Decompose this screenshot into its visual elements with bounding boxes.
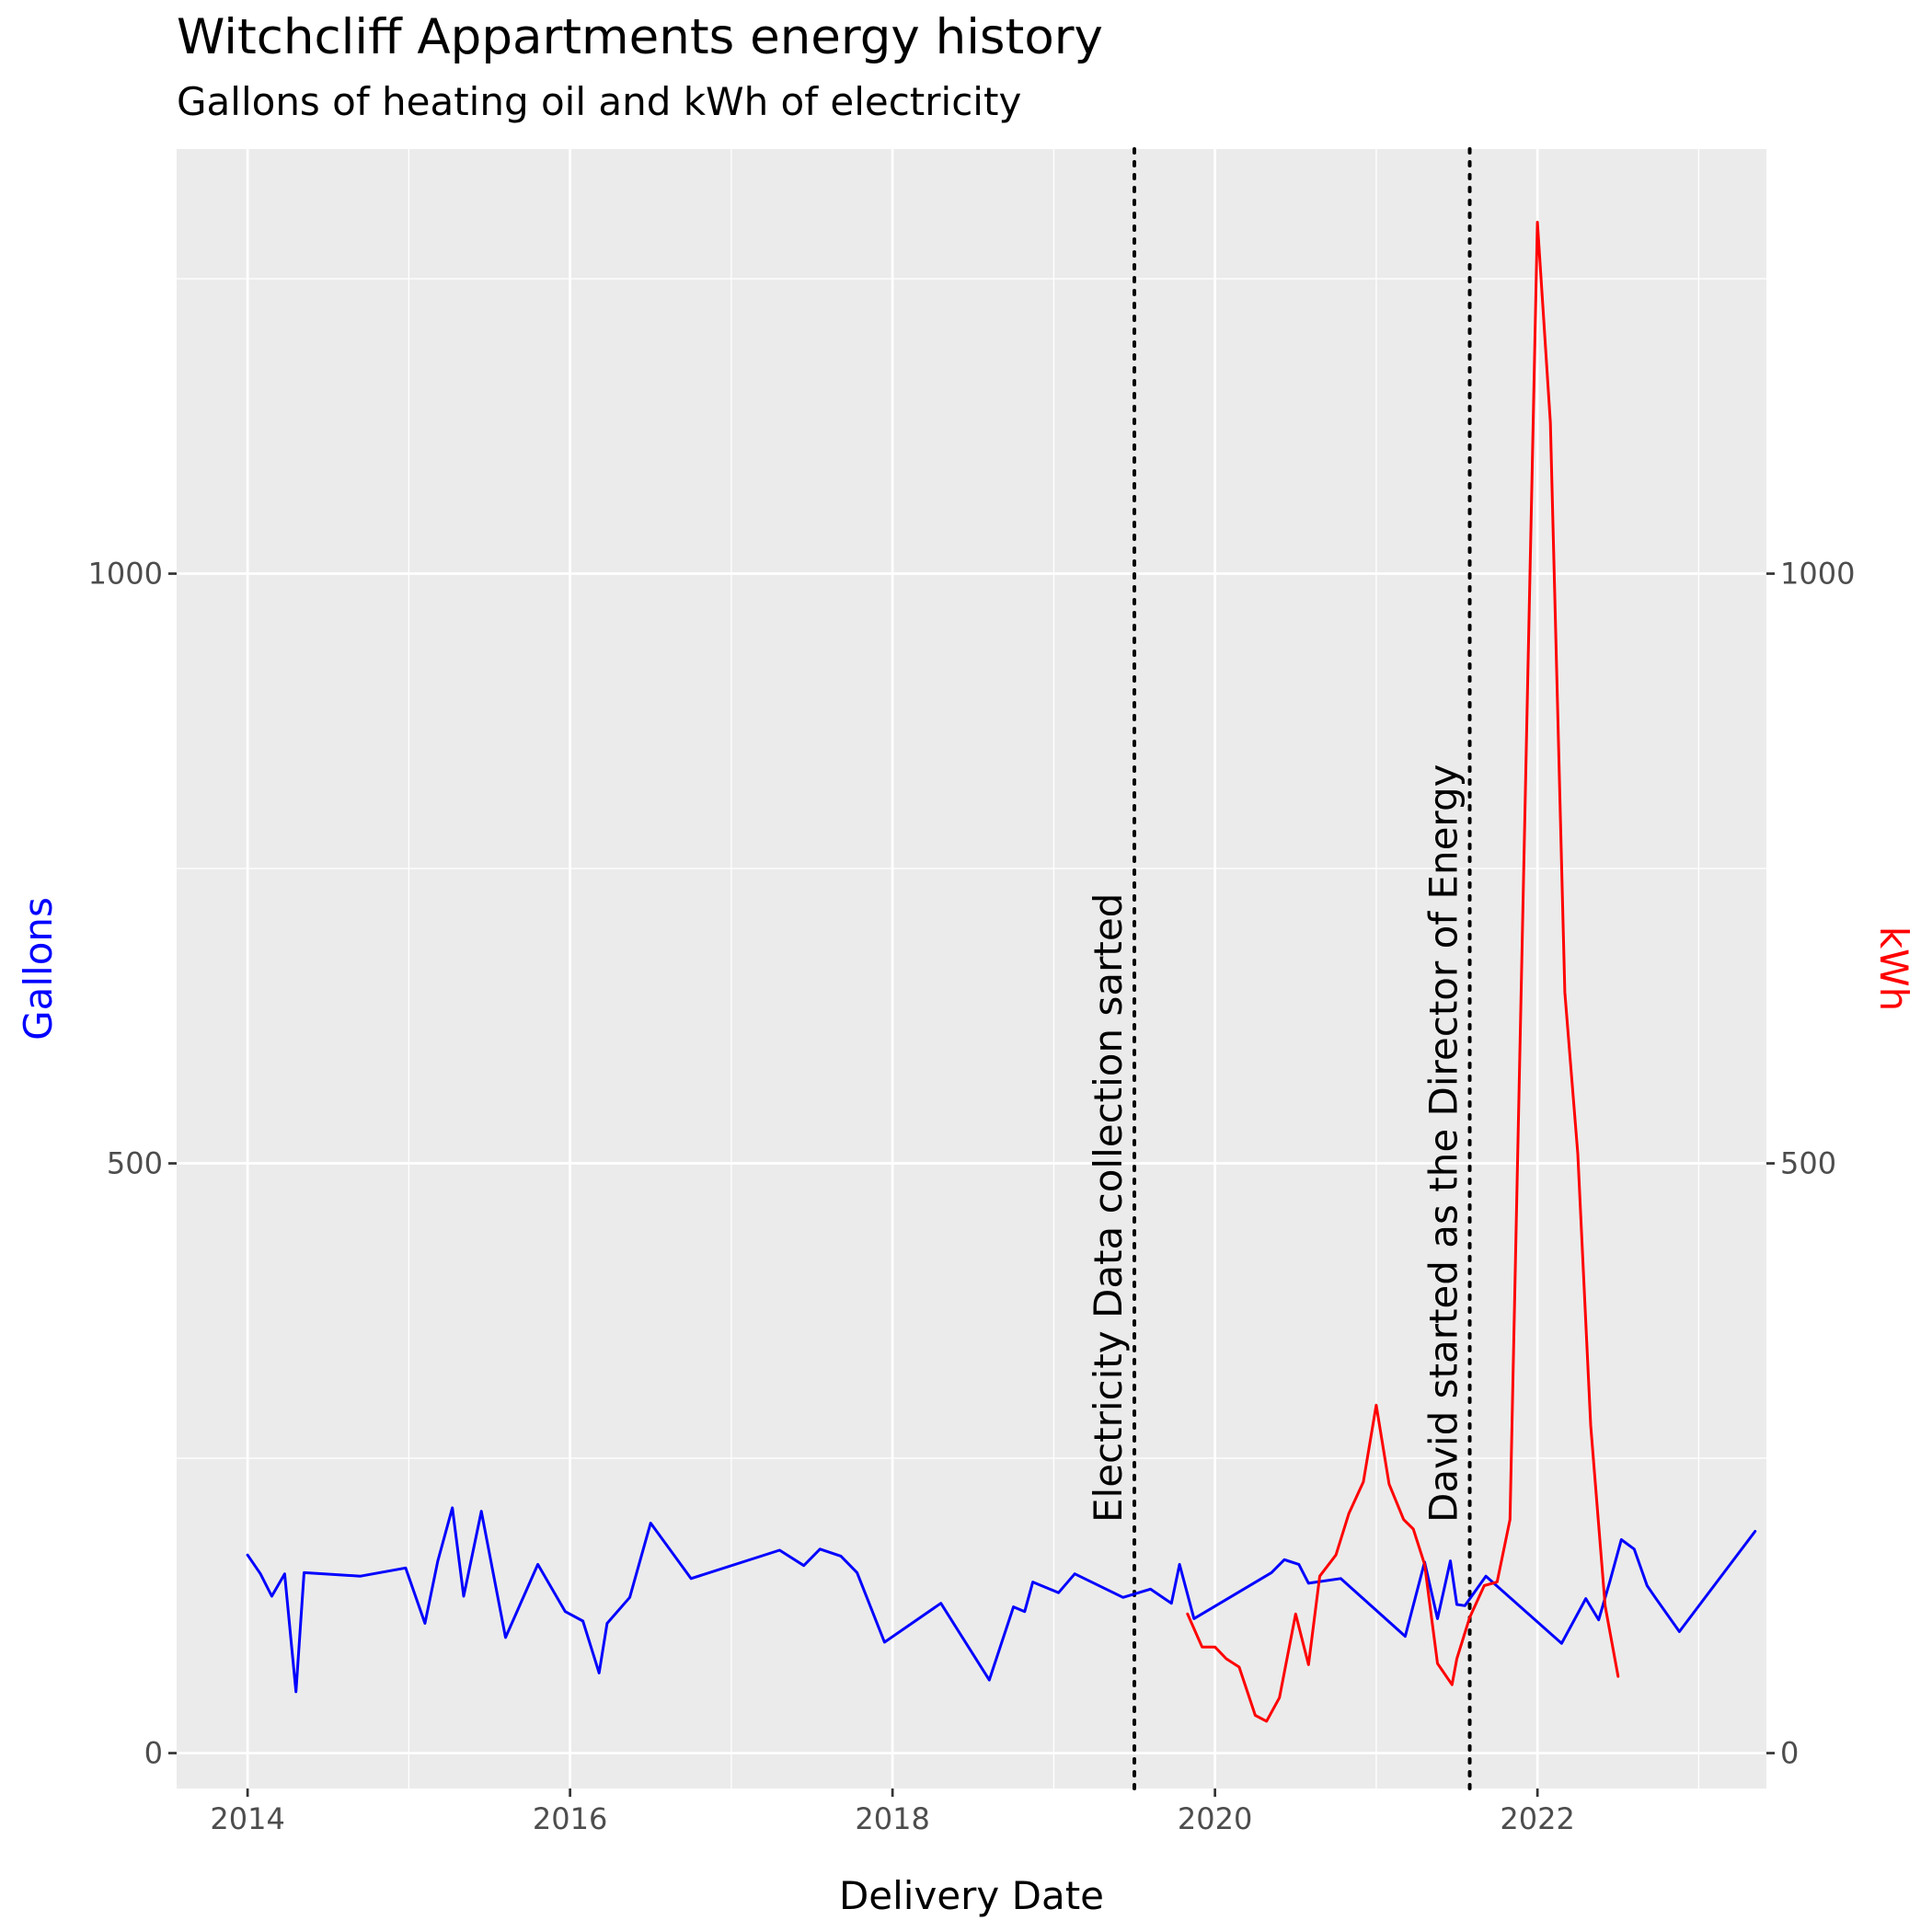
axes: 2014 2016 2018 2020 2022 0 0 500 500 1000 1000 (88, 557, 1856, 1836)
y-axis-title-right: kWh (1871, 926, 1916, 1011)
y-tick-label-left: 500 (107, 1146, 163, 1181)
x-tick-label: 2022 (1500, 1801, 1574, 1836)
annotation-label: David started as the Director of Energy (1421, 765, 1466, 1523)
y-tick-label-right: 0 (1780, 1736, 1799, 1771)
x-tick-label: 2020 (1178, 1801, 1252, 1836)
series-line-kwh (1186, 221, 1620, 1723)
chart-title: Witchcliff Appartments energy history (177, 9, 1103, 65)
x-axis-title: Delivery Date (839, 1873, 1104, 1918)
x-tick-label: 2016 (533, 1801, 607, 1836)
series-lines (246, 221, 1757, 1723)
x-tick-label: 2014 (210, 1801, 284, 1836)
y-axis-title-left: Gallons (16, 897, 61, 1041)
y-tick-label-left: 0 (144, 1736, 163, 1771)
chart-subtitle: Gallons of heating oil and kWh of electr… (177, 79, 1022, 124)
y-tick-label-left: 1000 (88, 557, 163, 592)
y-tick-label-right: 1000 (1780, 557, 1855, 592)
plot-panel (177, 149, 1766, 1788)
x-tick-label: 2018 (855, 1801, 929, 1836)
annotation-lines: Electricity Data collection sarted David … (1086, 147, 1472, 1790)
series-line-gallons (246, 1506, 1757, 1694)
grid (177, 149, 1766, 1788)
annotation-label: Electricity Data collection sarted (1086, 893, 1131, 1523)
y-tick-label-right: 500 (1780, 1146, 1836, 1181)
